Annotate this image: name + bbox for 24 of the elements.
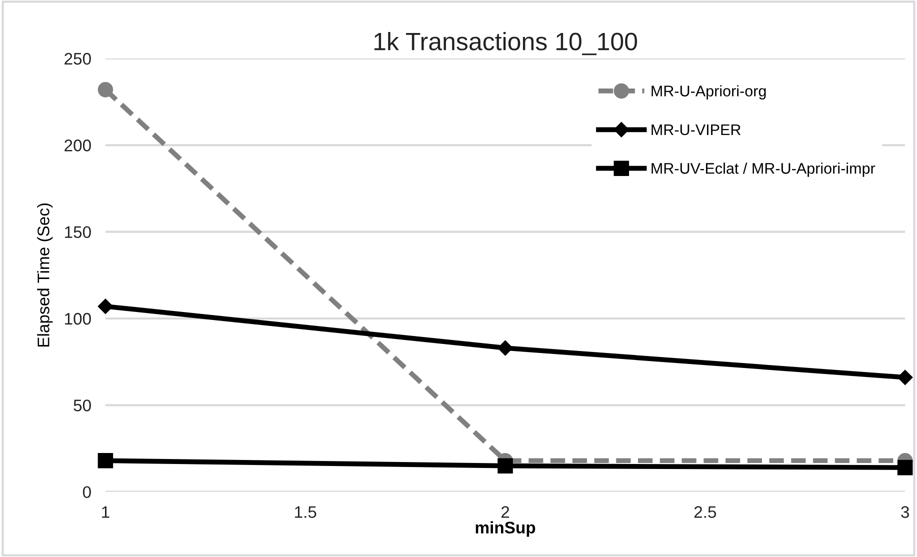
point [498, 458, 513, 474]
x-tick-label: 1 [102, 506, 110, 518]
x-axis-title: minSup [476, 521, 536, 537]
point [98, 452, 114, 468]
y-tick-label: 50 [74, 400, 91, 412]
chart-title: 1k Transactions 10_100 [374, 32, 638, 56]
legend-label: MR-U-Apriori-org [652, 85, 766, 100]
point [898, 370, 913, 385]
y-tick-label: 0 [82, 486, 91, 498]
x-tick-label: 3 [901, 506, 909, 518]
x-tick-label: 2.5 [694, 506, 716, 518]
x-tick-label: 2 [501, 506, 510, 518]
y-axis-title: Elapsed Time (Sec) [37, 203, 53, 346]
point [897, 460, 913, 476]
point [498, 340, 513, 356]
point [98, 82, 114, 98]
y-tick-label: 200 [64, 140, 91, 152]
y-tick-label: 150 [65, 226, 91, 238]
legend-label: MR-U-VIPER [652, 124, 741, 136]
y-tick-label: 250 [64, 52, 91, 65]
y-tick-label: 100 [65, 312, 91, 325]
legend-label: MR-UV-Eclat / MR-U-Apriori-impr [652, 162, 876, 177]
point [98, 298, 114, 314]
x-tick-label: 1.5 [295, 506, 316, 518]
